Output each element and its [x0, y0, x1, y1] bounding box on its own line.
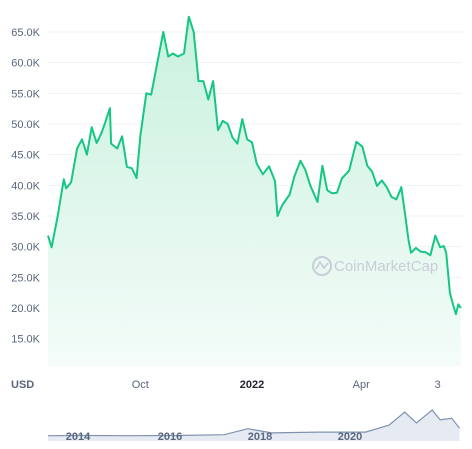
navigator-year-labels: 2014 2016 2018 2020: [66, 431, 362, 443]
price-area-fill: [48, 16, 461, 366]
price-series-line: [47, 15, 462, 316]
x-tick-label: 2022: [240, 379, 264, 391]
coinmarketcap-logo-icon: [312, 256, 332, 276]
y-tick-label: 50.0K: [11, 119, 40, 131]
navigator-year-label: 2016: [158, 431, 182, 443]
y-tick-label: 55.0K: [11, 88, 40, 100]
x-tick-label: 3: [435, 379, 441, 391]
y-tick-label: 35.0K: [11, 211, 40, 223]
y-tick-label: 20.0K: [11, 303, 40, 315]
y-tick-label: 30.0K: [11, 242, 40, 254]
y-axis-ticks: 15.0K 20.0K 25.0K 30.0K 35.0K 40.0K 45.0K 50.0K…: [11, 27, 40, 346]
y-tick-label: 15.0K: [11, 334, 40, 346]
currency-label: USD: [11, 379, 34, 391]
y-tick-label: 60.0K: [11, 58, 40, 70]
y-tick-label: 65.0K: [11, 27, 40, 39]
navigator-year-label: 2014: [66, 431, 91, 443]
y-tick-label: 40.0K: [11, 180, 40, 192]
x-axis-ticks: Oct 2022 Apr 3: [132, 379, 441, 391]
range-navigator[interactable]: 2014 2016 2018 2020: [47, 405, 462, 443]
navigator-area: [48, 410, 460, 441]
watermark-logo-mark: [315, 260, 329, 270]
y-tick-label: 45.0K: [11, 150, 40, 162]
navigator-year-label: 2020: [338, 431, 362, 443]
x-tick-label: Oct: [132, 379, 149, 391]
watermark-text: CoinMarketCap: [334, 258, 438, 275]
watermark: CoinMarketCap: [312, 256, 438, 276]
navigator-year-label: 2018: [248, 431, 272, 443]
x-tick-label: Apr: [353, 379, 370, 391]
navigator-line: [47, 409, 461, 437]
y-tick-label: 25.0K: [11, 272, 40, 284]
